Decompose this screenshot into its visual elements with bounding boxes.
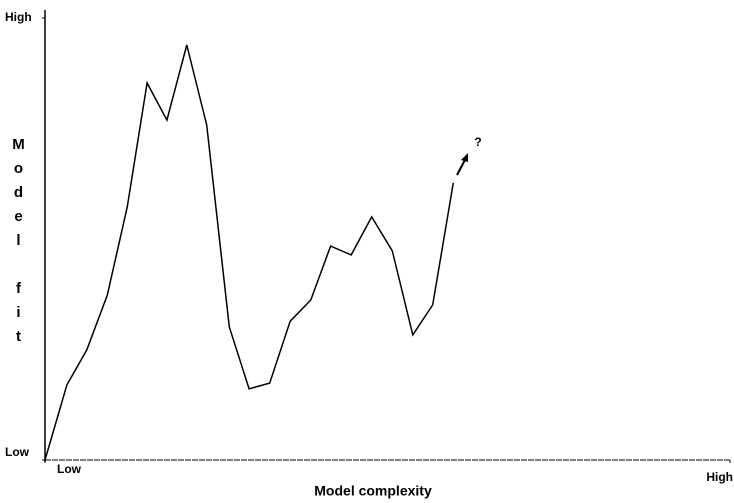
arrow-head: [461, 153, 468, 162]
line: [44, 44, 455, 461]
y-tick-label: High: [5, 10, 32, 24]
annotation: ?: [474, 135, 481, 149]
x-axis-label: Model complexity: [314, 483, 432, 499]
x-tick-label: Low: [57, 462, 82, 476]
y-tick-label: Low: [5, 445, 30, 459]
x-tick-label: High: [706, 470, 733, 484]
y-axis-label: Model fit: [10, 136, 27, 352]
